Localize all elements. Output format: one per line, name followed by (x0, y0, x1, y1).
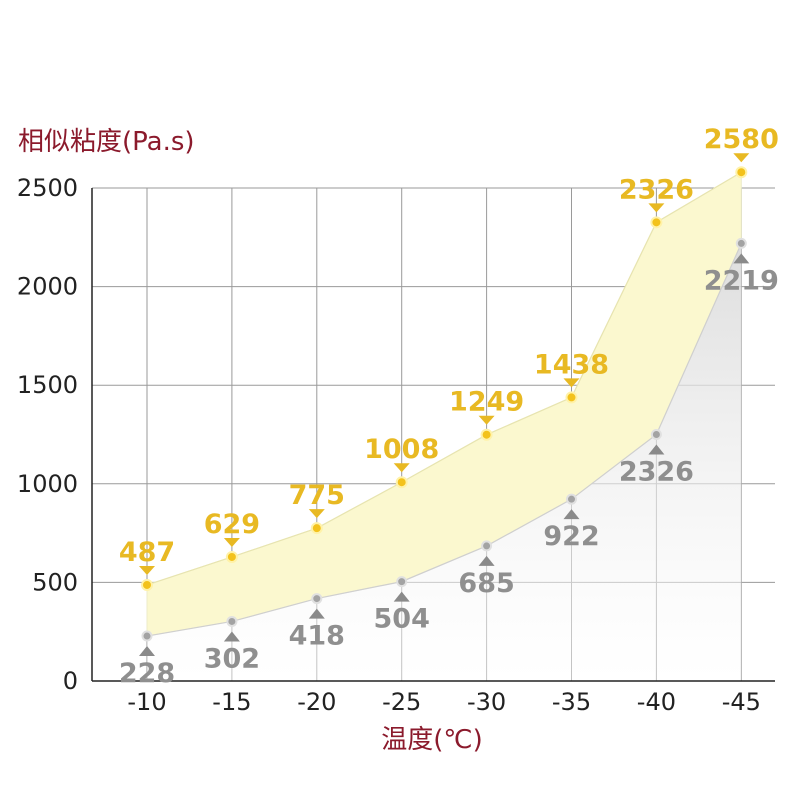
upper-data-label: 1438 (534, 349, 609, 380)
x-axis-title: 温度(℃) (381, 725, 483, 755)
lower-data-label: 504 (374, 604, 430, 635)
upper-data-label: 1249 (449, 387, 524, 418)
x-tick-label: -35 (552, 688, 591, 716)
upper-data-label: 1008 (364, 434, 439, 465)
x-tick-label: -10 (127, 688, 166, 716)
x-tick-label: -20 (297, 688, 336, 716)
lower-data-point (226, 615, 238, 627)
upper-data-point (480, 428, 493, 441)
lower-data-point (650, 429, 662, 440)
lower-data-label: 685 (458, 568, 514, 599)
x-tick-label: -45 (722, 688, 761, 716)
y-tick-label: 2000 (17, 273, 78, 301)
lower-series-line (146, 243, 742, 637)
y-tick-label: 1000 (17, 470, 78, 498)
upper-data-label: 629 (204, 509, 260, 540)
down-triangle-marker (223, 537, 240, 547)
lower-data-label: 2326 (619, 457, 694, 488)
up-triangle-marker (308, 608, 325, 619)
upper-data-point (395, 476, 408, 489)
down-triangle-marker (648, 203, 665, 213)
x-tick-label: -40 (637, 688, 676, 716)
upper-data-point (141, 578, 153, 591)
lower-data-label: 2219 (704, 265, 779, 296)
upper-series-line (146, 171, 742, 586)
up-triangle-marker (733, 253, 750, 264)
down-triangle-marker (308, 509, 325, 519)
down-triangle-marker (139, 565, 155, 575)
up-triangle-marker (648, 444, 665, 455)
lower-data-label: 228 (119, 658, 175, 689)
y-tick-label: 500 (32, 568, 78, 596)
upper-data-point (650, 216, 663, 229)
data-markers (139, 153, 750, 657)
upper-data-point (225, 550, 238, 563)
upper-data-point (310, 522, 323, 535)
lower-data-point (481, 540, 493, 552)
up-triangle-marker (223, 631, 240, 642)
x-tick-label: -25 (382, 688, 421, 716)
upper-data-label: 487 (119, 537, 175, 568)
upper-data-label: 2326 (619, 174, 694, 205)
lower-data-point (311, 593, 323, 605)
y-axis-title: 相似粘度(Pa.s) (18, 127, 195, 157)
lower-series-area (147, 243, 742, 681)
data-labels: 487 629 775 1008 1249 1438 2326 2580 228 302 418 50… (119, 124, 779, 689)
upper-data-label: 2580 (704, 124, 779, 155)
up-triangle-marker (563, 509, 580, 520)
up-triangle-marker (393, 591, 410, 602)
upper-data-point (735, 166, 748, 179)
down-triangle-marker (563, 378, 580, 388)
lower-data-point (141, 630, 153, 642)
down-triangle-marker (478, 415, 495, 425)
down-triangle-marker (733, 153, 750, 163)
lower-data-label: 922 (543, 521, 599, 552)
series-areas (146, 171, 742, 681)
up-triangle-marker (478, 555, 495, 566)
lower-data-point (735, 237, 747, 249)
upper-data-label: 775 (289, 480, 345, 511)
upper-data-point (565, 391, 578, 404)
lower-data-point (566, 493, 577, 505)
lower-data-label: 418 (289, 621, 345, 652)
down-triangle-marker (393, 463, 410, 473)
axes: 0 500 1000 1500 2000 2500 -10 -15 -20 -25 -30 -35 -4… (17, 174, 775, 716)
y-tick-label: 0 (63, 667, 78, 695)
lower-data-label: 302 (204, 643, 260, 674)
x-tick-label: -30 (467, 688, 506, 716)
lower-data-point (396, 576, 408, 588)
y-tick-label: 1500 (17, 371, 78, 399)
up-triangle-marker (139, 646, 155, 657)
y-tick-label: 2500 (17, 174, 78, 202)
x-tick-label: -15 (212, 688, 251, 716)
